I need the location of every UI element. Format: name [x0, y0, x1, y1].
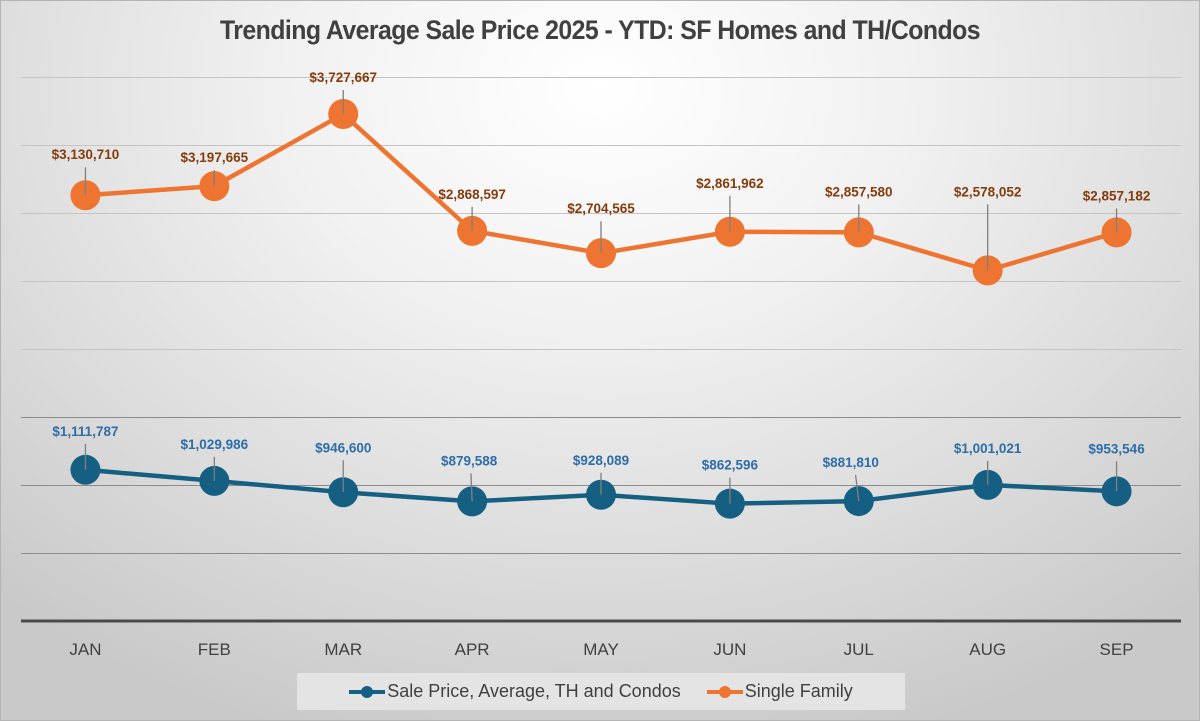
data-label-single-family: $3,130,710	[52, 147, 120, 162]
x-tick-label: SEP	[1100, 640, 1134, 659]
x-tick-label: JUN	[713, 640, 746, 659]
data-label-single-family: $3,197,665	[181, 150, 249, 165]
x-tick-label: AUG	[969, 640, 1006, 659]
x-tick-label: JUL	[844, 640, 874, 659]
x-tick-label: JAN	[69, 640, 101, 659]
data-label-single-family: $2,578,052	[954, 184, 1022, 199]
data-label-th-condos: $928,089	[573, 453, 629, 468]
chart-title: Trending Average Sale Price 2025 - YTD: …	[220, 15, 981, 45]
x-tick-label: FEB	[198, 640, 231, 659]
legend-label-th-condos: Sale Price, Average, TH and Condos	[387, 681, 681, 701]
data-label-th-condos: $1,001,021	[954, 441, 1022, 456]
leader-line	[854, 474, 860, 502]
x-tick-label: APR	[455, 640, 490, 659]
data-label-th-condos: $879,588	[441, 453, 498, 468]
legend-item-single-family[interactable]: Single Family	[706, 681, 853, 702]
data-label-th-condos: $1,111,787	[52, 424, 118, 439]
leader-line	[470, 473, 473, 502]
data-label-single-family: $2,868,597	[438, 187, 506, 202]
legend-marker-th-condos-icon	[349, 685, 386, 698]
data-label-single-family: $2,857,182	[1083, 188, 1151, 203]
data-label-single-family: $2,861,962	[696, 176, 764, 191]
data-label-single-family: $3,727,667	[309, 70, 377, 85]
data-label-th-condos: $881,810	[823, 455, 879, 470]
legend-item-th-condos[interactable]: Sale Price, Average, TH and Condos	[349, 681, 681, 702]
legend: Sale Price, Average, TH and Condos Singl…	[297, 673, 905, 710]
data-point-single-family[interactable]	[328, 99, 359, 130]
x-tick-label: MAR	[324, 640, 362, 659]
x-tick-label: MAY	[583, 640, 619, 659]
data-label-th-condos: $953,546	[1088, 441, 1145, 456]
data-label-single-family: $2,704,565	[567, 201, 635, 216]
x-axis-ticks: JAN FEB MAR APR MAY JUN JUL AUG SEP	[69, 640, 1133, 659]
data-label-th-condos: $862,596	[702, 458, 759, 473]
data-label-th-condos: $946,600	[315, 440, 371, 455]
legend-marker-single-family-icon	[706, 685, 743, 698]
data-label-th-condos: $1,029,986	[181, 437, 249, 452]
legend-label-single-family: Single Family	[744, 681, 853, 701]
data-label-single-family: $2,857,580	[825, 184, 893, 199]
data-labels: $1,111,787 $1,029,986 $946,600 $879,588 $928…	[52, 70, 1151, 504]
